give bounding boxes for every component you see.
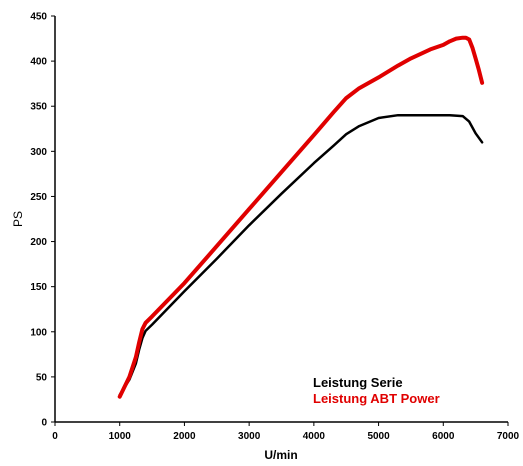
x-tick-label: 0 xyxy=(52,431,58,442)
series-line-leistung-serie xyxy=(118,113,484,397)
y-tick-label: 450 xyxy=(30,12,47,23)
y-tick-label: 250 xyxy=(30,192,47,203)
legend-item-abt-power: Leistung ABT Power xyxy=(313,391,440,406)
x-axis-title: U/min xyxy=(264,448,297,462)
y-tick-label: 400 xyxy=(30,57,47,68)
x-axis-ticks: 0 1000 2000 3000 4000 5000 6000 7000 xyxy=(52,422,520,442)
y-axis-title: PS xyxy=(11,211,25,227)
legend: Leistung Serie Leistung ABT Power xyxy=(313,375,440,406)
x-tick-label: 6000 xyxy=(432,431,455,442)
y-tick-label: 0 xyxy=(41,418,47,429)
x-tick-label: 5000 xyxy=(367,431,390,442)
series-line-leistung-abt-power xyxy=(117,35,485,399)
legend-item-serie: Leistung Serie xyxy=(313,375,403,390)
y-tick-label: 200 xyxy=(30,237,47,248)
x-tick-label: 1000 xyxy=(109,431,132,442)
x-tick-label: 2000 xyxy=(173,431,196,442)
x-tick-label: 7000 xyxy=(497,431,520,442)
y-tick-label: 100 xyxy=(30,327,47,338)
x-tick-label: 3000 xyxy=(238,431,261,442)
y-tick-label: 150 xyxy=(30,282,47,293)
y-tick-label: 50 xyxy=(36,372,48,383)
y-axis-ticks: 0 50 100 150 200 250 300 350 400 450 xyxy=(30,12,55,429)
x-tick-label: 4000 xyxy=(303,431,326,442)
series-layer xyxy=(117,35,485,399)
y-tick-label: 300 xyxy=(30,147,47,158)
y-tick-label: 350 xyxy=(30,102,47,113)
